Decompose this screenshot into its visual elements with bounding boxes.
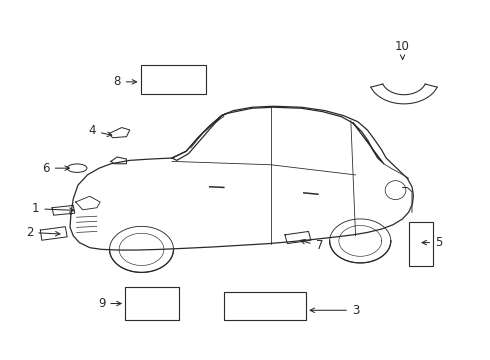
Text: 10: 10 xyxy=(395,40,410,59)
Text: 5: 5 xyxy=(422,236,442,249)
Bar xyxy=(409,222,433,266)
Text: 1: 1 xyxy=(32,202,74,215)
Text: 3: 3 xyxy=(310,304,359,317)
Text: 8: 8 xyxy=(113,75,137,88)
Text: 4: 4 xyxy=(88,125,112,138)
Bar xyxy=(125,287,179,320)
Bar xyxy=(141,65,206,94)
Text: 7: 7 xyxy=(300,239,323,252)
Text: 6: 6 xyxy=(42,162,70,175)
Bar xyxy=(224,292,306,320)
Text: 9: 9 xyxy=(98,297,121,310)
Text: 2: 2 xyxy=(26,226,60,239)
